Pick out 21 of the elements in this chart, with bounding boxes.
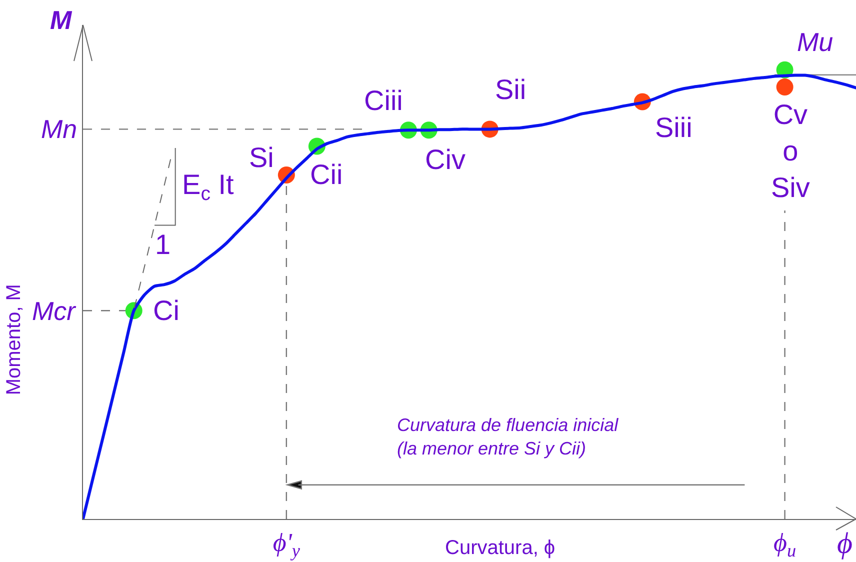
annotation: E$_{c}$ It	[182, 169, 234, 205]
annotation: Sii	[495, 74, 526, 105]
annotation: Cv o Siv	[771, 99, 810, 203]
annotation: Cii	[310, 159, 343, 190]
ref-line-label: Mcr	[32, 296, 77, 326]
ref-line-label: Mn	[41, 114, 78, 144]
annotation: Curvatura de fluencia inicial (la menor entre Si y Cii)	[397, 415, 620, 458]
annotation: Civ	[425, 144, 466, 175]
text: Mu	[797, 27, 834, 57]
x-tick-label: ϕ$_{u}$	[774, 528, 796, 561]
annotation: Siii	[655, 112, 692, 143]
text: M	[50, 5, 73, 35]
y-axis-title: Momento, M	[2, 284, 25, 396]
text: ϕ	[837, 527, 853, 560]
x-tick-label: ϕ'$_{y}$	[272, 528, 301, 561]
point	[776, 78, 794, 96]
x-axis-title: Curvatura, ϕ	[445, 537, 556, 559]
annotation: Ci	[153, 295, 180, 326]
annotation: Si	[249, 142, 274, 173]
annotation: Ciii	[364, 85, 403, 116]
annotation: 1	[155, 229, 171, 260]
